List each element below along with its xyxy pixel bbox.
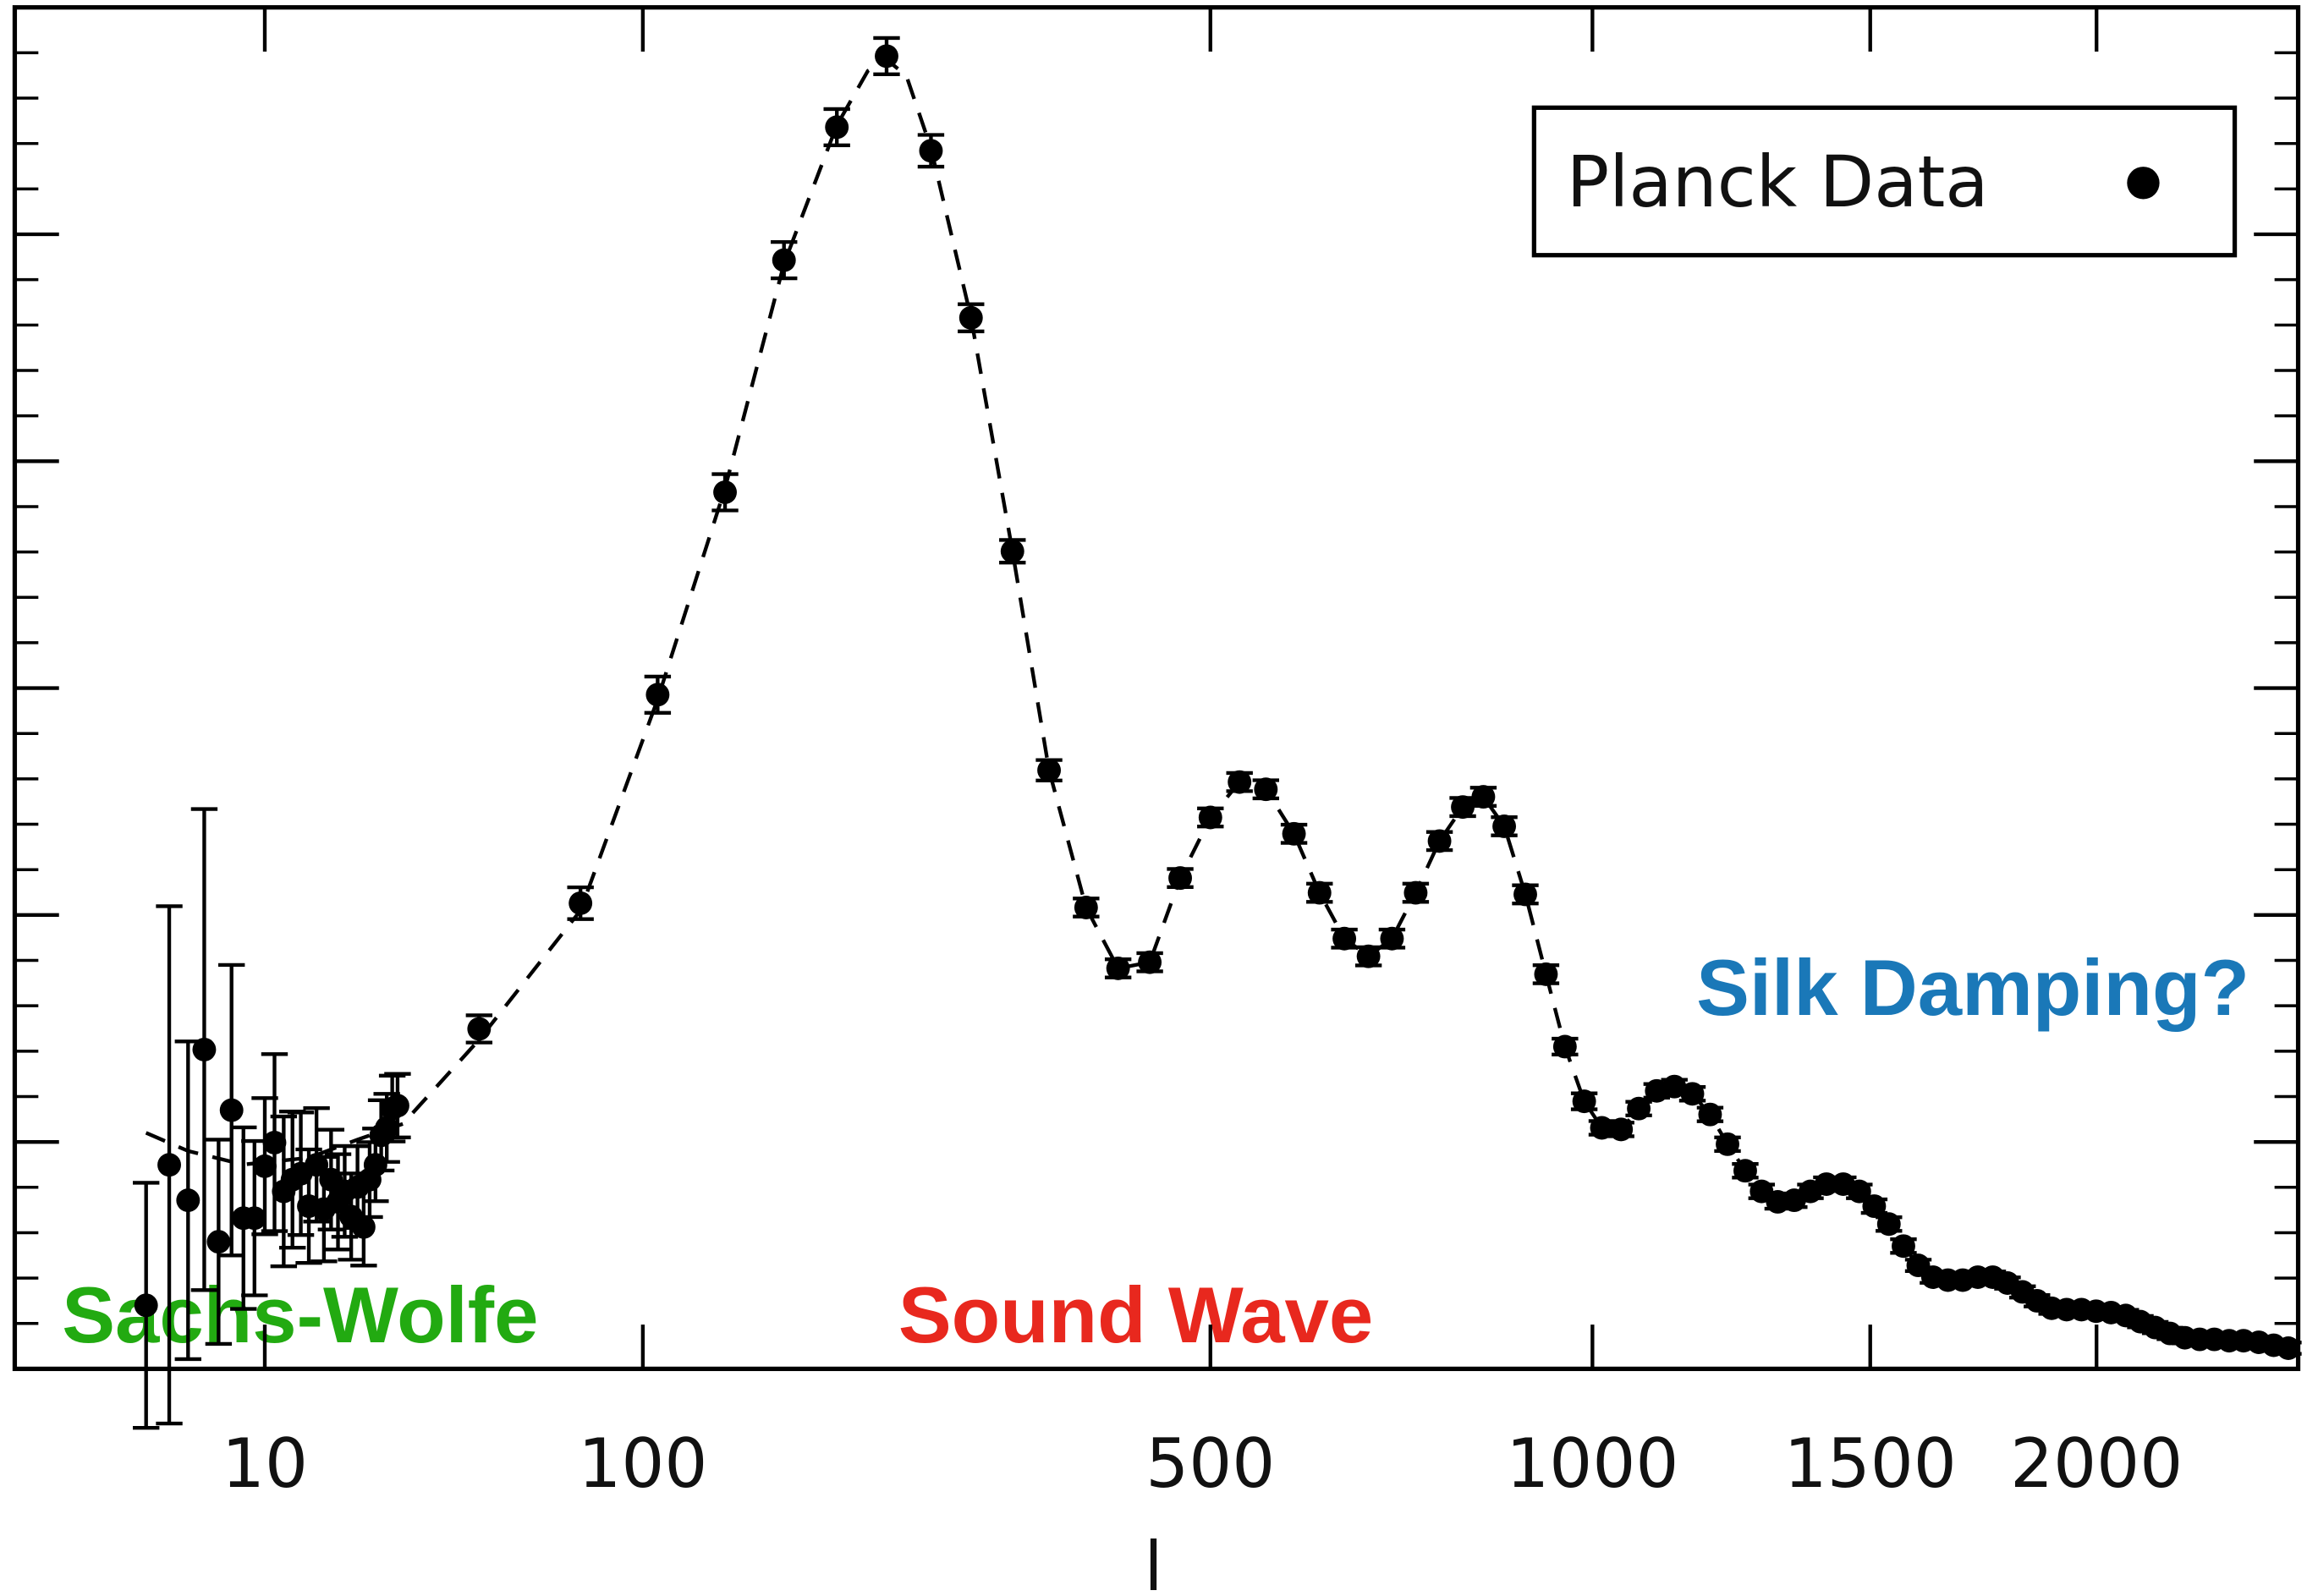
data-point [351, 1215, 376, 1239]
data-point [713, 480, 737, 504]
data-point [919, 139, 943, 163]
x-tick-label: 100 [578, 1424, 707, 1503]
data-point [385, 1094, 409, 1118]
data-point [1254, 777, 1278, 802]
x-tick-label: 1500 [1784, 1424, 1957, 1503]
data-point [1534, 962, 1558, 986]
data-point [1282, 821, 1306, 846]
data-point [1380, 926, 1404, 951]
data-point [1427, 829, 1452, 853]
annotation: Silk Damping? [1696, 943, 2249, 1032]
data-point [1892, 1234, 1915, 1259]
x-tick-label: 500 [1145, 1424, 1275, 1503]
data-point [1138, 950, 1162, 974]
data-point [1228, 770, 1252, 794]
data-point [1876, 1212, 1901, 1237]
data-point [1037, 758, 1062, 782]
data-point [1590, 1116, 1614, 1140]
data-point [1662, 1074, 1687, 1099]
data-point [959, 305, 983, 330]
data-point [1716, 1132, 1739, 1156]
x-tick-label: 2000 [2010, 1424, 2183, 1503]
data-point [1680, 1082, 1705, 1106]
data-point [1645, 1078, 1669, 1103]
legend-label: Planck Data [1567, 140, 1989, 223]
data-point [1471, 785, 1496, 809]
annotation: Sachs-Wolfe [62, 1270, 538, 1359]
data-point [1403, 880, 1428, 905]
data-point [1074, 896, 1098, 919]
data-point [242, 1206, 266, 1231]
data-point [262, 1130, 287, 1154]
data-point [1847, 1179, 1871, 1204]
x-tick-label: 10 [222, 1424, 308, 1503]
data-point [875, 44, 898, 69]
data-point [1168, 866, 1193, 891]
data-point [645, 683, 670, 707]
data-point [363, 1153, 387, 1177]
data-point [1862, 1194, 1887, 1219]
data-point [1609, 1117, 1634, 1142]
data-point [772, 248, 796, 272]
data-point [1552, 1034, 1577, 1059]
data-point [1451, 795, 1475, 820]
data-point [206, 1230, 231, 1254]
data-point [1492, 814, 1517, 838]
data-point [2276, 1336, 2300, 1360]
data-point [1733, 1159, 1757, 1183]
data-point [1698, 1102, 1722, 1127]
x-tick-label: 1000 [1506, 1424, 1678, 1503]
data-point [157, 1153, 181, 1177]
data-point [176, 1188, 200, 1213]
data-point [1627, 1096, 1651, 1121]
annotation: Sound Wave [898, 1270, 1373, 1359]
data-point [1000, 539, 1024, 563]
data-point [1572, 1089, 1596, 1114]
data-point [1307, 880, 1332, 905]
legend-box [1531, 105, 2238, 258]
x-axis-label: l [1144, 1527, 1162, 1596]
data-point [1106, 956, 1130, 980]
data-point [134, 1293, 158, 1318]
data-point [1332, 926, 1357, 951]
data-point [825, 115, 849, 140]
data-point [1356, 944, 1381, 968]
data-point [467, 1017, 492, 1041]
data-point [253, 1154, 277, 1178]
data-point [1513, 882, 1537, 907]
data-point [569, 891, 593, 915]
data-point [1198, 805, 1222, 830]
data-point [219, 1098, 244, 1122]
legend-marker [2127, 167, 2160, 200]
data-point [192, 1037, 217, 1061]
